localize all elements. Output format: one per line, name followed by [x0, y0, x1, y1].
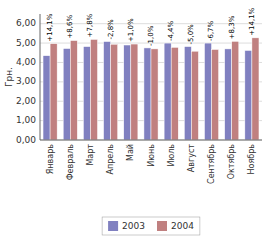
bar	[245, 50, 252, 140]
grid-line	[40, 140, 262, 141]
bar	[191, 51, 198, 140]
annotation: +8,6%	[66, 15, 74, 39]
bar	[144, 48, 151, 140]
annotation: -4,4%	[167, 20, 175, 41]
bar	[204, 43, 211, 140]
x-tick-label: Апрель	[106, 144, 115, 175]
annotation: +8,3%	[228, 15, 236, 39]
bar	[212, 49, 219, 140]
y-tick-label: 4,00	[16, 57, 36, 67]
y-tick-label: 3,00	[16, 76, 36, 86]
bar	[70, 41, 77, 140]
legend: 2003 2004	[102, 217, 200, 235]
bar	[232, 41, 239, 140]
annotation: -2,8%	[107, 19, 115, 40]
bar	[83, 47, 90, 140]
y-axis-line	[40, 14, 41, 140]
bar	[164, 43, 171, 140]
x-tick-label: Ноябрь	[247, 144, 256, 175]
x-tick-label: Май	[126, 144, 135, 161]
annotation: +7,8%	[86, 13, 94, 37]
bar	[151, 49, 158, 140]
bar	[225, 49, 232, 140]
y-tick-label: 2,00	[16, 96, 36, 106]
grid	[40, 24, 262, 140]
annotation: -1,0%	[147, 25, 155, 46]
x-tick-label: Сентябрь	[207, 144, 216, 184]
bar	[50, 44, 57, 140]
legend-frame	[102, 217, 200, 235]
bar	[111, 44, 118, 140]
bars	[43, 38, 259, 140]
bar	[252, 38, 259, 140]
x-tick-label: Октябрь	[227, 144, 236, 180]
y-tick-label: 1,00	[16, 115, 36, 125]
bar	[90, 39, 97, 140]
y-axis-label: Грн.	[4, 67, 14, 87]
x-tick-label: Март	[86, 144, 95, 166]
bar	[63, 49, 70, 140]
bar	[131, 44, 138, 140]
bar	[171, 47, 178, 140]
x-tick-label: Август	[187, 144, 196, 173]
x-tick-label: Январь	[46, 144, 55, 174]
x-tick-label: Февраль	[66, 144, 75, 181]
bar	[43, 56, 50, 140]
annotation: -6,7%	[207, 20, 215, 41]
annotation: +14,1%	[248, 7, 256, 35]
annotation: +1,0%	[127, 18, 135, 42]
bar	[124, 45, 131, 140]
x-tick-label: Июль	[167, 144, 176, 167]
annotation: +14,1%	[46, 13, 54, 41]
legend-label: 2003	[122, 221, 145, 231]
legend-swatch	[108, 221, 118, 231]
y-tick-label: 6,00	[16, 18, 36, 28]
bar	[104, 42, 111, 140]
x-axis-line	[40, 140, 262, 141]
y-tick-label: 0,00	[16, 135, 36, 145]
legend-label: 2004	[171, 221, 194, 231]
chart: 0,00 1,00 2,00 3,00 4,00 5,00 6,00 Грн. +14,1% +8…	[0, 0, 270, 242]
x-tick-label: Июнь	[147, 144, 156, 167]
bar	[184, 47, 191, 140]
y-tick-label: 5,00	[16, 38, 36, 48]
annotation: -5,0%	[187, 24, 195, 45]
legend-swatch	[157, 221, 167, 231]
